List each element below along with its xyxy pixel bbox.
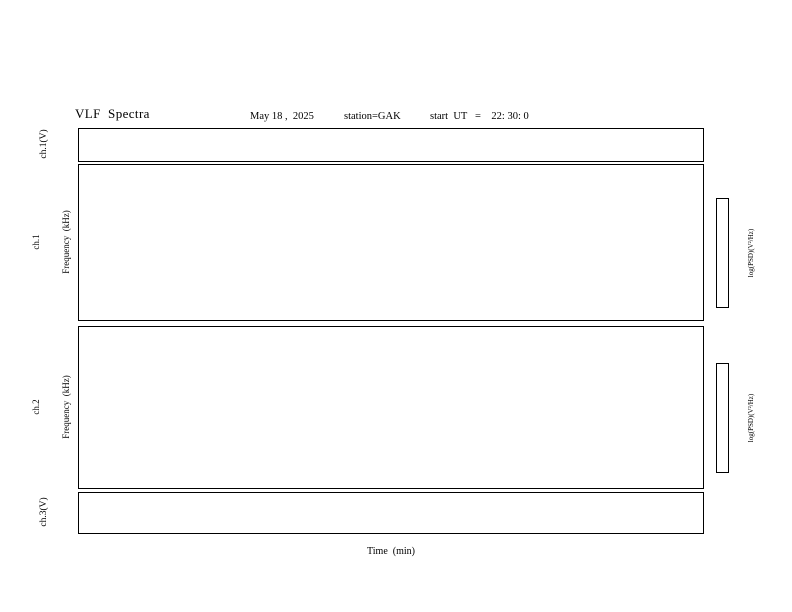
ch1-voltage-trace-canvas xyxy=(79,129,692,161)
colorbar-ch1 xyxy=(716,198,729,308)
plot-title: VLF Spectra xyxy=(75,106,150,121)
colorbar-ch1-label: log(PSD)(V²/Hz) xyxy=(747,228,755,278)
ch1-spectrogram-ylabel: ch.1 Frequency (kHz) xyxy=(11,210,91,273)
ch1-spectrogram-canvas xyxy=(79,165,692,320)
ch1-voltage-ylabel: ch.1(V) xyxy=(39,129,49,159)
ch2-spectrogram-ylabel-line2: Frequency (kHz) xyxy=(61,375,71,439)
x-axis-label: Time (min) xyxy=(367,546,415,557)
ch1-spectrogram-ylabel-line1: ch.1 xyxy=(31,234,41,250)
ch1-spectrogram-ylabel-line2: Frequency (kHz) xyxy=(61,210,71,274)
colorbar-ch2-label: log(PSD)(V²/Hz) xyxy=(747,393,755,443)
ch2-spectrogram-ylabel: ch.2 Frequency (kHz) xyxy=(11,375,91,438)
colorbar-ch2 xyxy=(716,363,729,473)
ch2-spectrogram-canvas xyxy=(79,327,692,488)
ch3-voltage-trace-canvas xyxy=(79,509,692,516)
ch2-spectrogram-ylabel-line1: ch.2 xyxy=(31,399,41,415)
start-ut-text: start UT = 22: 30: 0 xyxy=(430,111,529,122)
ch3-voltage-ylabel: ch.3(V) xyxy=(39,497,49,527)
station-text: station=GAK xyxy=(344,111,401,122)
date-text: May 18 , 2025 xyxy=(250,111,314,122)
